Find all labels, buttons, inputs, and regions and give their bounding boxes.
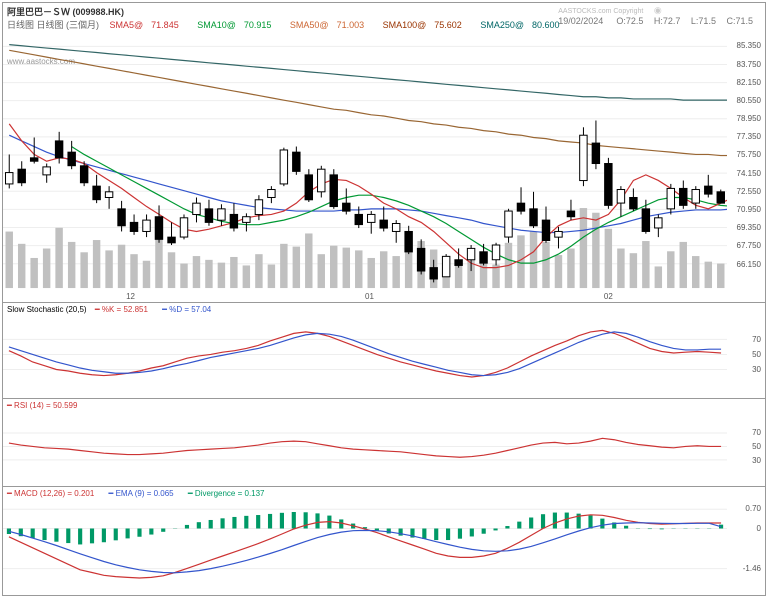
- sma50-legend: SMA50@71.003: [290, 20, 372, 30]
- title: 阿里巴巴－ＳＷ (009988.HK): [7, 7, 124, 17]
- price-plot: [3, 33, 727, 302]
- rsi-panel: ━ RSI (14) = 50.599 305070: [3, 399, 765, 487]
- macd-panel: ━ MACD (12,26) = 0.201 ━ EMA (9) = 0.065…: [3, 487, 765, 595]
- stock-chart: 阿里巴巴－ＳＷ (009988.HK) 日线图 日线图 (三個月) SMA5@7…: [2, 2, 766, 596]
- macd-yaxis: -1.4600.70: [727, 487, 763, 595]
- sma10-legend: SMA10@70.915: [197, 20, 279, 30]
- rsi-yaxis: 305070: [727, 399, 763, 486]
- sma250-legend: SMA250@80.600: [480, 20, 567, 30]
- chart-header: 阿里巴巴－ＳＷ (009988.HK) 日线图 日线图 (三個月) SMA5@7…: [3, 3, 765, 33]
- price-panel: www.aastocks.com 66.15067.75069.35070.95…: [3, 33, 765, 303]
- stoch-legend: Slow Stochastic (20,5) ━ %K = 52.851 ━ %…: [7, 305, 223, 314]
- price-xaxis: 120102: [3, 292, 727, 302]
- price-yaxis: 66.15067.75069.35070.95072.55074.15075.7…: [727, 33, 763, 302]
- subtitle: 日线图 日线图 (三個月): [7, 20, 99, 30]
- stoch-yaxis: 305070: [727, 303, 763, 398]
- macd-plot: [3, 487, 727, 595]
- sma100-legend: SMA100@75.602: [383, 20, 470, 30]
- macd-legend: ━ MACD (12,26) = 0.201 ━ EMA (9) = 0.065…: [7, 489, 277, 498]
- ohlc-display: AASTOCKS.com Copyright ◉ 19/02/2024 O:72…: [558, 5, 761, 26]
- rsi-legend: ━ RSI (14) = 50.599: [7, 401, 89, 410]
- sma5-legend: SMA5@71.845: [110, 20, 187, 30]
- stoch-plot: [3, 303, 727, 398]
- rsi-plot: [3, 399, 727, 486]
- stochastic-panel: Slow Stochastic (20,5) ━ %K = 52.851 ━ %…: [3, 303, 765, 399]
